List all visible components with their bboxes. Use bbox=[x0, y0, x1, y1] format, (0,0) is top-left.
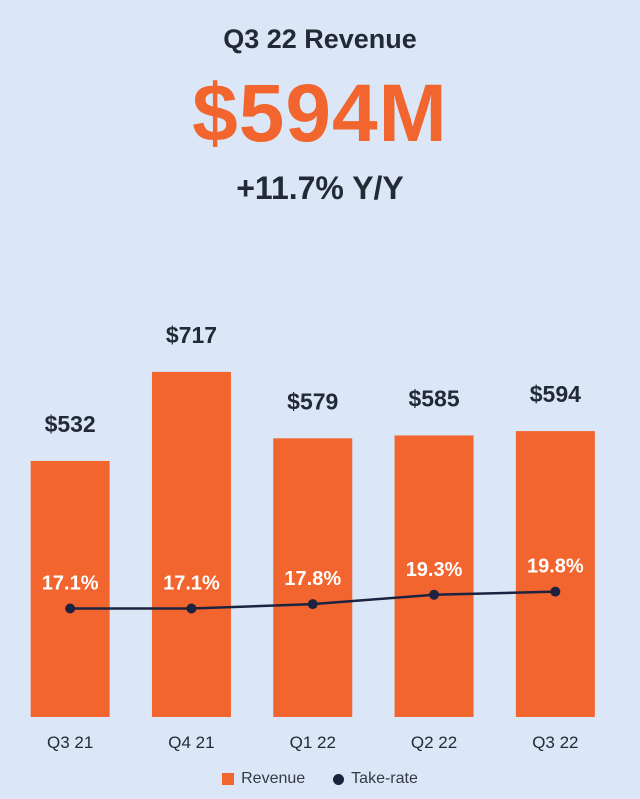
legend-label-take-rate: Take-rate bbox=[351, 770, 418, 787]
take-rate-label: 17.1% bbox=[42, 573, 99, 595]
legend: Revenue Take-rate bbox=[0, 770, 640, 788]
take-rate-label: 17.1% bbox=[163, 573, 220, 595]
revenue-value-label: $585 bbox=[408, 385, 459, 411]
take-rate-label: 19.3% bbox=[406, 559, 463, 581]
growth-subtitle: +11.7% Y/Y bbox=[236, 170, 404, 206]
category-label: Q3 21 bbox=[47, 733, 93, 752]
revenue-value-label: $532 bbox=[45, 411, 96, 437]
take-rate-swatch bbox=[333, 773, 345, 785]
legend-label-revenue: Revenue bbox=[241, 770, 306, 787]
category-label: Q1 22 bbox=[290, 733, 336, 752]
category-label: Q4 21 bbox=[168, 733, 214, 752]
headline-value: $594M bbox=[192, 68, 448, 159]
take-rate-label: 17.8% bbox=[284, 568, 341, 590]
take-rate-point bbox=[65, 603, 76, 614]
take-rate-point bbox=[186, 603, 197, 614]
legend-item-revenue: Revenue bbox=[222, 770, 305, 788]
revenue-bar bbox=[273, 438, 353, 717]
revenue-swatch bbox=[222, 773, 235, 785]
revenue-bar bbox=[151, 371, 231, 717]
revenue-bar bbox=[515, 431, 595, 717]
take-rate-point bbox=[429, 589, 440, 600]
category-label: Q2 22 bbox=[411, 733, 457, 752]
page-title: Q3 22 Revenue bbox=[223, 24, 417, 54]
category-label: Q3 22 bbox=[532, 733, 578, 752]
take-rate-point bbox=[550, 586, 561, 597]
revenue-bar bbox=[394, 435, 474, 717]
legend-item-take-rate: Take-rate bbox=[333, 770, 418, 788]
revenue-value-label: $579 bbox=[287, 388, 338, 414]
take-rate-point bbox=[307, 599, 318, 610]
revenue-value-label: $717 bbox=[166, 322, 217, 348]
take-rate-label: 19.8% bbox=[527, 556, 584, 578]
revenue-value-label: $594 bbox=[530, 381, 581, 407]
revenue-bar bbox=[30, 460, 110, 717]
